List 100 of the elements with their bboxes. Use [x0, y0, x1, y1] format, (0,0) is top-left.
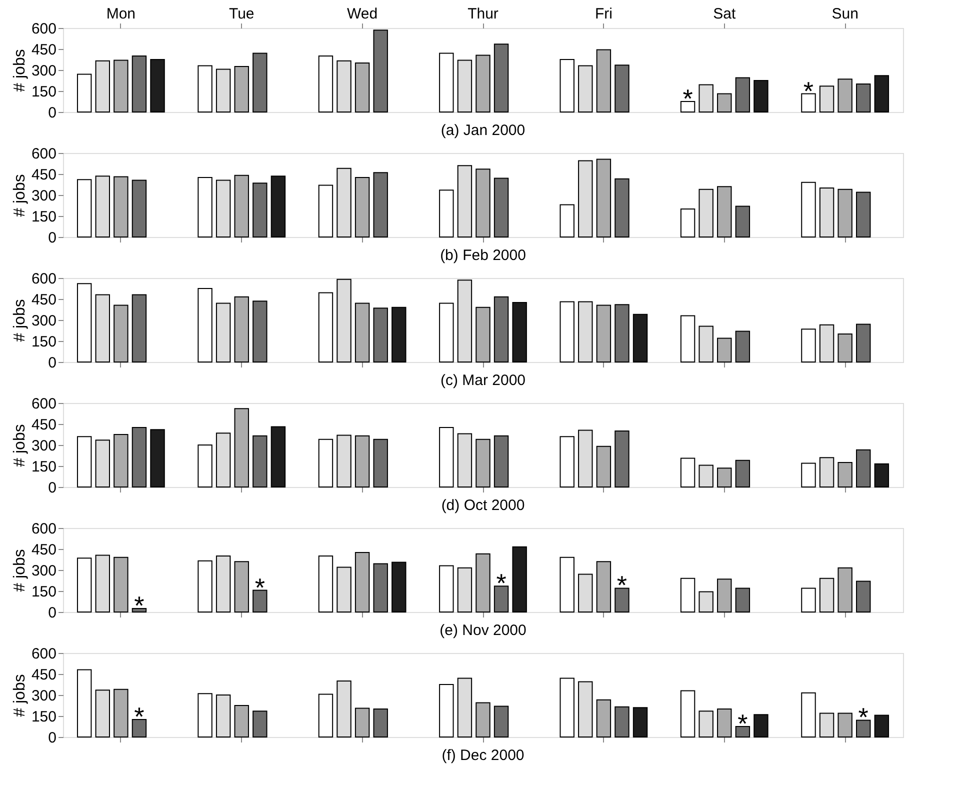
bar	[198, 65, 212, 112]
y-tick-label: 300	[31, 688, 56, 704]
bar	[114, 434, 128, 488]
bar	[614, 430, 630, 488]
bar	[114, 176, 128, 238]
bar	[270, 176, 286, 238]
bar	[801, 462, 816, 488]
y-tick-label: 150	[31, 334, 56, 350]
bar	[838, 188, 852, 238]
bar	[614, 304, 630, 362]
bar	[439, 190, 454, 238]
bar	[614, 588, 630, 612]
bar	[318, 292, 334, 362]
bar	[132, 56, 147, 112]
bar	[354, 302, 370, 362]
bar	[735, 588, 750, 612]
bar	[354, 177, 370, 238]
y-axis-title: # jobs	[11, 174, 28, 217]
y-tick-label: 150	[31, 708, 56, 726]
bar	[856, 580, 871, 612]
bar	[354, 435, 370, 488]
bar	[318, 556, 334, 612]
bar	[801, 588, 816, 612]
bar	[717, 186, 732, 238]
bar	[874, 75, 890, 112]
y-tick-label: 600	[31, 646, 56, 662]
bar	[476, 438, 490, 488]
bar	[234, 705, 249, 738]
bar	[494, 706, 509, 738]
bar	[680, 578, 696, 612]
data-label: *	[803, 76, 814, 106]
bar	[198, 693, 212, 738]
data-label: *	[254, 572, 265, 602]
y-tick-label: 450	[31, 666, 56, 684]
data-label: *	[616, 570, 628, 600]
data-label: *	[858, 702, 868, 732]
bar	[717, 93, 732, 112]
bar	[76, 179, 92, 238]
bar	[150, 429, 165, 488]
y-tick-label: 300	[31, 62, 56, 80]
bar	[632, 707, 648, 738]
x-axis-title: (e) Nov 2000	[440, 622, 526, 639]
bar	[735, 77, 750, 112]
bar	[856, 84, 871, 112]
bar	[476, 702, 490, 738]
y-tick-label: 0	[48, 604, 56, 622]
bar	[132, 180, 147, 238]
bar	[114, 60, 128, 112]
bar	[632, 314, 648, 362]
y-tick-label: 450	[31, 166, 56, 184]
y-tick-label: 150	[31, 584, 56, 600]
bar	[439, 302, 454, 362]
bar	[801, 328, 816, 362]
bar	[856, 324, 871, 362]
bar	[318, 56, 334, 112]
y-tick-label: 600	[31, 146, 56, 162]
x-tick-label: Thur	[468, 6, 498, 22]
bar	[132, 427, 147, 488]
y-axis-title: # jobs	[11, 49, 28, 92]
bar	[392, 562, 406, 612]
bar	[270, 426, 286, 488]
bar	[735, 206, 750, 238]
bar	[76, 669, 92, 738]
data-label: *	[134, 590, 144, 620]
data-label: *	[496, 568, 506, 598]
x-axis-title: (f) Dec 2000	[442, 747, 524, 764]
bar	[132, 294, 147, 362]
x-tick-label: Mon	[106, 6, 136, 22]
bar	[494, 296, 509, 362]
bar	[614, 178, 630, 238]
y-tick-label: 150	[31, 458, 56, 476]
bar	[198, 444, 212, 488]
x-axis-title: (c) Mar 2000	[440, 372, 526, 389]
bar	[354, 552, 370, 612]
bar	[874, 463, 890, 488]
bar	[132, 608, 147, 612]
bar	[856, 192, 871, 238]
x-axis-title: (a) Jan 2000	[440, 122, 526, 139]
y-tick-label: 150	[31, 208, 56, 226]
bar	[252, 52, 268, 112]
bar	[596, 304, 612, 362]
bar	[680, 208, 696, 238]
bar	[198, 560, 212, 612]
y-axis-title: # jobs	[11, 299, 28, 342]
bar	[874, 714, 890, 738]
y-tick-label: 600	[31, 396, 56, 412]
y-tick-label: 600	[31, 520, 56, 538]
x-tick-label: Sun	[832, 6, 858, 22]
bar	[476, 553, 490, 612]
bar	[856, 449, 871, 488]
bar	[560, 204, 574, 238]
bar	[717, 708, 732, 738]
bar	[680, 101, 696, 112]
bar	[680, 315, 696, 362]
y-tick-label: 0	[48, 730, 56, 746]
y-tick-label: 450	[31, 416, 56, 434]
x-tick-label: Sat	[713, 6, 736, 22]
y-tick-label: 300	[31, 562, 56, 580]
bar	[560, 59, 574, 112]
data-label: *	[738, 708, 748, 738]
